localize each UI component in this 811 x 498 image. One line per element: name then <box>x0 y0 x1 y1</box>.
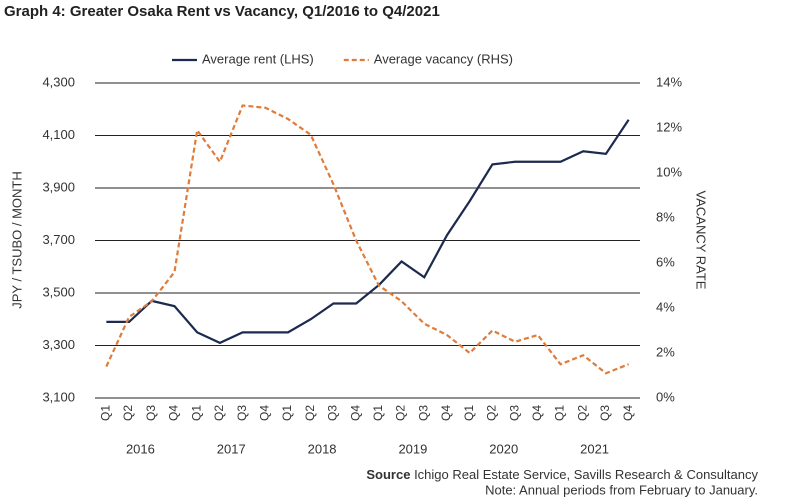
y2-tick-label: 6% <box>656 254 675 269</box>
x-group-label: 2018 <box>308 441 337 456</box>
x-tick-label: Q1 <box>189 405 203 421</box>
y-axis-title: JPY / TSUBO / MONTH <box>9 171 24 308</box>
x-tick-label: Q2 <box>212 405 226 421</box>
x-tick-label: Q3 <box>416 405 430 421</box>
source-label: Source <box>366 467 410 482</box>
chart-title: Graph 4: Greater Osaka Rent vs Vacancy, … <box>4 3 440 20</box>
x-tick-label: Q1 <box>99 405 113 421</box>
x-group-label: 2017 <box>217 441 246 456</box>
x-tick-label: Q3 <box>326 405 340 421</box>
x-group-label: 2016 <box>126 441 155 456</box>
y2-axis-title: VACANCY RATE <box>694 191 709 290</box>
x-tick-label: Q2 <box>485 405 499 421</box>
x-tick-label: Q2 <box>303 405 317 421</box>
x-tick-label: Q3 <box>144 405 158 421</box>
y2-tick-label: 2% <box>656 344 675 359</box>
x-tick-label: Q1 <box>462 405 476 421</box>
x-tick-label: Q2 <box>394 405 408 421</box>
y2-tick-label: 8% <box>656 209 675 224</box>
x-tick-label: Q4 <box>257 405 271 421</box>
y-tick-label: 4,100 <box>42 127 75 142</box>
x-tick-label: Q1 <box>553 405 567 421</box>
x-tick-label: Q3 <box>507 405 521 421</box>
series-line <box>106 119 630 345</box>
x-group-label: 2019 <box>398 441 427 456</box>
y2-tick-label: 0% <box>656 389 675 404</box>
y2-tick-label: 12% <box>656 119 682 134</box>
x-tick-label: Q3 <box>598 405 612 421</box>
y2-tick-label: 4% <box>656 299 675 314</box>
x-tick-label: Q4 <box>167 405 181 421</box>
source-text: Ichigo Real Estate Service, Savills Rese… <box>414 467 758 482</box>
legend-label: Average rent (LHS) <box>202 51 314 66</box>
y-tick-label: 3,500 <box>42 284 75 299</box>
y2-tick-label: 14% <box>656 74 682 89</box>
x-tick-label: Q1 <box>280 405 294 421</box>
note: Note: Annual periods from February to Ja… <box>485 482 758 497</box>
source: Source Ichigo Real Estate Service, Savil… <box>366 467 758 482</box>
x-tick-label: Q2 <box>575 405 589 421</box>
legend-label: Average vacancy (RHS) <box>374 51 513 66</box>
x-tick-label: Q1 <box>371 405 385 421</box>
y-tick-label: 3,300 <box>42 337 75 352</box>
x-tick-label: Q2 <box>121 405 135 421</box>
x-group-label: 2021 <box>580 441 609 456</box>
y-tick-label: 3,700 <box>42 232 75 247</box>
x-tick-label: Q3 <box>235 405 249 421</box>
y-tick-label: 3,900 <box>42 179 75 194</box>
y-tick-label: 4,300 <box>42 74 75 89</box>
x-tick-label: Q4 <box>621 405 635 421</box>
x-group-label: 2020 <box>489 441 518 456</box>
y-tick-label: 3,100 <box>42 389 75 404</box>
y2-tick-label: 10% <box>656 164 682 179</box>
x-tick-label: Q4 <box>348 405 362 421</box>
x-tick-label: Q4 <box>439 405 453 421</box>
series-line <box>105 104 630 375</box>
x-tick-label: Q4 <box>530 405 544 421</box>
